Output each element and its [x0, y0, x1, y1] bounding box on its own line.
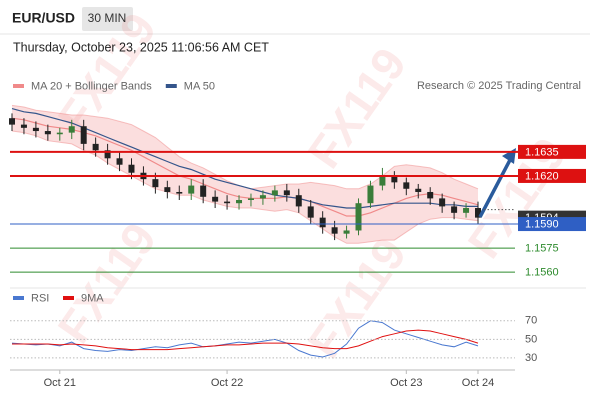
y-tick-label: 30	[525, 352, 537, 364]
level-box	[518, 168, 586, 183]
candle-body	[116, 158, 123, 165]
candle-body	[104, 150, 111, 159]
candle-body	[212, 196, 219, 202]
candle-body	[92, 143, 99, 151]
candle-body	[259, 195, 266, 199]
credit: Research © 2025 Trading Central	[417, 80, 581, 92]
candle-body	[415, 188, 422, 192]
candle-body	[44, 131, 51, 135]
candle-body	[319, 217, 326, 228]
candle-body	[200, 185, 207, 197]
candle-body	[188, 185, 195, 194]
candle-body	[224, 201, 231, 204]
legend-label: MA 50	[184, 80, 215, 92]
candle-body	[427, 191, 434, 199]
chart-title: EUR/USD	[12, 10, 75, 26]
candle-body	[307, 206, 314, 218]
legend-swatch	[63, 296, 74, 300]
legend-swatch	[13, 84, 24, 88]
candle-body	[247, 198, 254, 200]
y-tick-label: 70	[525, 315, 537, 327]
moving-average	[11, 108, 478, 209]
candle-body	[164, 187, 171, 192]
candle-body	[176, 191, 183, 194]
level-box	[518, 144, 586, 159]
x-tick-label: Oct 22	[211, 377, 243, 389]
candle-body	[451, 206, 458, 213]
candle-body	[343, 230, 350, 234]
candle-body	[236, 200, 243, 204]
candle-body	[32, 127, 39, 132]
legend-swatch	[13, 296, 24, 300]
candle-body	[439, 198, 446, 207]
legend-label: 9MA	[81, 292, 104, 304]
candle-body	[379, 175, 386, 186]
candle-body	[403, 182, 410, 189]
indicator-line	[12, 329, 479, 351]
level-label: 1.1560	[525, 267, 559, 279]
candle-body	[152, 179, 159, 188]
price-plot	[9, 104, 481, 358]
legend-label: RSI	[31, 292, 49, 304]
x-tick-label: Oct 21	[44, 377, 76, 389]
candle-body	[463, 208, 470, 213]
level-label: 1.1635	[525, 146, 559, 158]
y-tick-label: 50	[525, 333, 537, 345]
timeframe: 30 MIN	[88, 11, 127, 25]
candle-body	[295, 195, 302, 207]
level-box	[518, 217, 586, 232]
candle-body	[68, 126, 75, 133]
x-tick-label: Oct 23	[390, 377, 422, 389]
candle-body	[475, 208, 481, 218]
candle-body	[271, 190, 278, 196]
candle-body	[367, 185, 374, 204]
candle-body	[283, 190, 290, 196]
candle-body	[9, 118, 15, 125]
candle-body	[355, 203, 362, 231]
candle-body	[128, 164, 135, 173]
level-label: 1.1575	[525, 243, 559, 255]
candle-body	[56, 132, 63, 135]
legend-label: MA 20 + Bollinger Bands	[31, 80, 152, 92]
x-tick-label: Oct 24	[462, 377, 494, 389]
candle-body	[391, 175, 398, 183]
timestamp: Thursday, October 23, 2025 11:06:56 AM C…	[13, 40, 269, 54]
candle-body	[331, 227, 338, 234]
moving-average	[11, 117, 479, 217]
level-label: 1.1620	[525, 170, 559, 182]
legend-swatch	[165, 84, 177, 88]
candle-body	[20, 124, 27, 128]
candle-body	[80, 126, 87, 144]
forecast-arrow	[478, 159, 512, 218]
timeframe-box	[82, 7, 133, 31]
level-label: 1.1590	[525, 218, 559, 230]
